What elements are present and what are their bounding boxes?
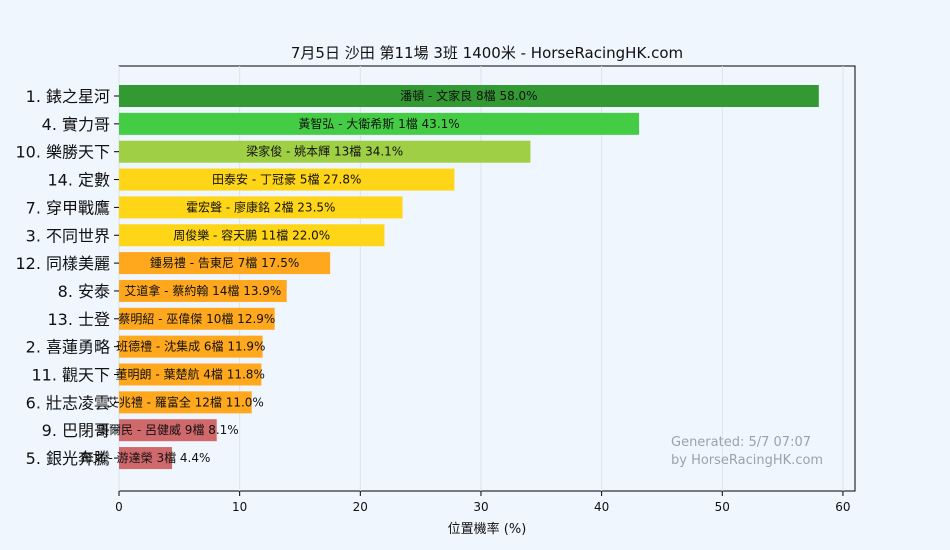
bar-label: 梁家俊 - 姚本輝 13檔 34.1% <box>246 144 403 159</box>
bar <box>119 252 331 275</box>
category-label: 10. 樂勝天下 <box>15 143 110 162</box>
category-label: 4. 實力哥 <box>42 115 110 134</box>
category-label: 11. 觀天下 <box>31 366 110 385</box>
bar <box>119 279 287 302</box>
x-tick-label: 40 <box>594 500 609 514</box>
x-axis: 0 10 20 30 40 50 60 <box>115 491 851 514</box>
bar <box>119 140 531 163</box>
category-label: 12. 同樣美麗 <box>15 254 110 273</box>
bar-label: 布文 - 游達榮 3檔 4.4% <box>81 450 211 465</box>
bar-label: 蔡明紹 - 巫偉傑 10檔 12.9% <box>118 312 275 326</box>
bar-label: 霍宏聲 - 廖康銘 2檔 23.5% <box>186 199 335 214</box>
bar <box>119 419 217 442</box>
bar-label: 班德禮 - 沈集成 6檔 11.9% <box>116 339 265 354</box>
category-label: 2. 喜蓮勇略 <box>26 338 110 357</box>
category-labels: 1. 錶之星河 4. 實力哥 10. 樂勝天下 14. 定數 7. 穿甲戰鷹 3. 不同世… <box>15 87 119 468</box>
bar <box>119 196 403 219</box>
bar <box>119 112 640 135</box>
bar-label: 潘頓 - 文家良 8檔 58.0% <box>400 88 537 103</box>
category-label: 6. 壯志凌雲 <box>26 393 110 412</box>
bar-label: 田泰安 - 丁冠豪 5檔 27.8% <box>212 172 361 187</box>
plot-area <box>118 65 856 492</box>
watermark-site: by HorseRacingHK.com <box>671 453 823 468</box>
watermark-generated: Generated: 5/7 07:07 <box>671 435 811 450</box>
bar <box>119 85 819 107</box>
category-label: 3. 不同世界 <box>26 226 110 245</box>
x-tick-label: 60 <box>835 500 850 514</box>
bar-label: 董明朗 - 葉楚航 4檔 11.8% <box>116 367 265 382</box>
bar-label: 黃智弘 - 大衛希斯 1檔 43.1% <box>298 116 459 131</box>
category-label: 5. 銀光奔騰 <box>26 449 110 468</box>
bar <box>119 447 173 470</box>
bar <box>119 391 252 414</box>
category-label: 7. 穿甲戰鷹 <box>26 198 110 217</box>
category-label: 1. 錶之星河 <box>26 87 110 106</box>
bars: 潘頓 - 文家良 8檔 58.0% 黃智弘 - 大衛希斯 1檔 43.1% 梁家俊 … <box>81 85 819 470</box>
bar <box>119 307 275 330</box>
x-tick-label: 20 <box>353 500 368 514</box>
chart-title: 7月5日 沙田 第11場 3班 1400米 - HorseRacingHK.co… <box>291 44 683 62</box>
bar <box>119 224 385 247</box>
bar-label: 奧爾民 - 呂健威 9檔 8.1% <box>97 423 239 437</box>
bar <box>119 168 455 191</box>
category-label: 9. 巴閉哥 <box>42 421 110 440</box>
x-tick-label: 30 <box>473 500 488 514</box>
category-label: 13. 士登 <box>47 310 110 329</box>
bar <box>119 335 263 358</box>
bar-label: 鍾易禮 - 告東尼 7檔 17.5% <box>150 256 299 270</box>
category-label: 8. 安泰 <box>58 282 110 301</box>
bar <box>119 363 262 386</box>
bar-label: 周俊樂 - 容天鵬 11檔 22.0% <box>173 227 330 242</box>
x-tick-label: 50 <box>715 500 730 514</box>
bar-label: 艾道拿 - 蔡約翰 14檔 13.9% <box>124 283 281 298</box>
bar-label: 艾兆禮 - 羅富全 12檔 11.0% <box>107 394 264 409</box>
x-tick-label: 0 <box>115 500 123 514</box>
category-label: 14. 定數 <box>47 171 110 190</box>
x-tick-label: 10 <box>232 500 247 514</box>
x-axis-label: 位置機率 (%) <box>448 521 527 537</box>
